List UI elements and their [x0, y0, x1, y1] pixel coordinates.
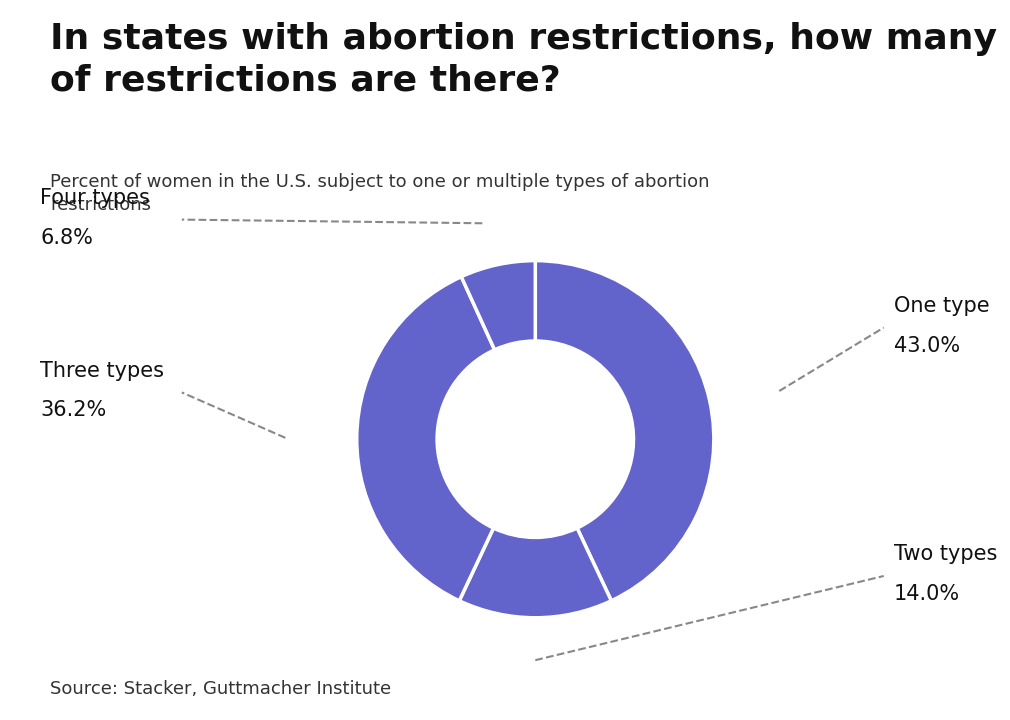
Wedge shape [462, 261, 535, 350]
Text: 36.2%: 36.2% [40, 400, 107, 420]
Wedge shape [357, 276, 495, 600]
Text: Three types: Three types [40, 361, 165, 381]
Text: Source: Stacker, Guttmacher Institute: Source: Stacker, Guttmacher Institute [50, 680, 392, 698]
Wedge shape [535, 261, 714, 600]
Text: Two types: Two types [894, 544, 997, 564]
Text: Four types: Four types [40, 188, 150, 208]
Text: One type: One type [894, 296, 990, 316]
Text: 6.8%: 6.8% [40, 228, 93, 248]
Text: 14.0%: 14.0% [894, 584, 960, 604]
Text: 43.0%: 43.0% [894, 336, 960, 356]
Wedge shape [460, 528, 611, 618]
Text: In states with abortion restrictions, how many types
of restrictions are there?: In states with abortion restrictions, ho… [50, 22, 1010, 98]
Text: Percent of women in the U.S. subject to one or multiple types of abortion
restri: Percent of women in the U.S. subject to … [50, 173, 710, 215]
